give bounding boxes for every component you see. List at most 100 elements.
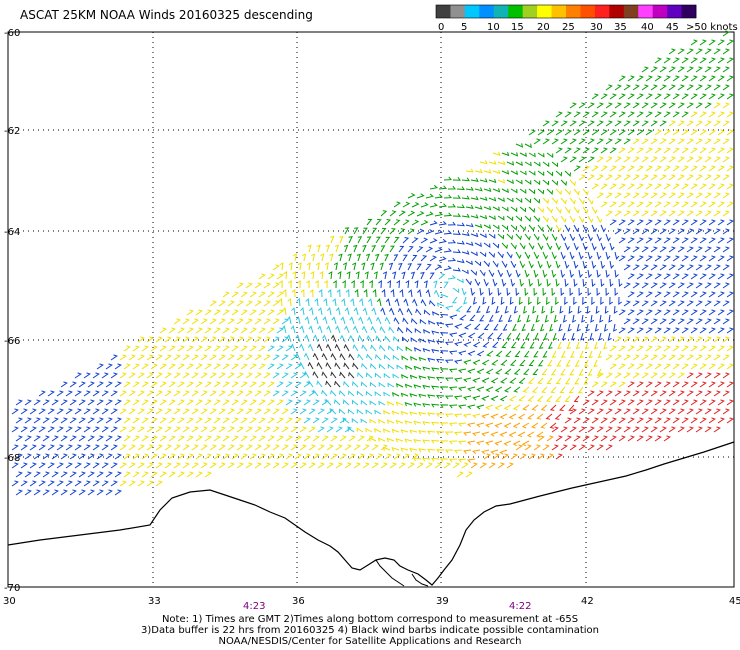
wind-barb bbox=[360, 280, 364, 289]
wind-barb bbox=[191, 390, 199, 397]
wind-barb bbox=[391, 410, 400, 415]
wind-barb bbox=[654, 57, 662, 64]
wind-barb bbox=[509, 377, 517, 384]
wind-barb bbox=[150, 417, 158, 424]
wind-barb bbox=[155, 444, 163, 451]
wind-barb bbox=[555, 395, 562, 402]
wind-barb bbox=[96, 399, 104, 406]
wind-barb bbox=[690, 291, 698, 298]
wind-barb bbox=[708, 255, 716, 262]
wind-barb bbox=[533, 161, 541, 167]
wind-barb bbox=[316, 343, 323, 352]
wind-barb bbox=[299, 426, 307, 433]
wind-barb bbox=[520, 341, 526, 349]
wind-barb bbox=[11, 462, 19, 469]
wind-barb bbox=[555, 435, 563, 442]
wind-barb bbox=[614, 251, 620, 260]
wind-barb bbox=[641, 84, 649, 91]
wind-barb bbox=[583, 377, 589, 385]
wind-barb bbox=[276, 273, 284, 280]
wind-barb bbox=[380, 307, 386, 316]
wind-barb bbox=[15, 471, 23, 478]
wind-barb bbox=[645, 111, 653, 118]
wind-barb bbox=[636, 183, 644, 190]
wind-barb bbox=[663, 309, 671, 316]
wind-barb bbox=[159, 471, 167, 478]
wind-barb bbox=[371, 227, 378, 235]
wind-barb bbox=[218, 426, 226, 433]
wind-barb bbox=[560, 215, 567, 223]
wind-barb bbox=[690, 273, 698, 280]
wind-barb bbox=[600, 381, 608, 388]
wind-barb bbox=[254, 282, 262, 289]
wind-barb bbox=[609, 417, 617, 424]
wind-barb bbox=[582, 242, 588, 251]
wind-barb bbox=[587, 269, 592, 278]
wind-barb bbox=[681, 111, 689, 118]
wind-barb bbox=[420, 237, 429, 244]
wind-barb bbox=[476, 350, 485, 357]
wind-barb bbox=[672, 111, 680, 118]
wind-barb bbox=[587, 444, 595, 451]
wind-barb bbox=[458, 386, 467, 391]
wind-barb bbox=[479, 269, 486, 277]
wind-barb bbox=[582, 111, 590, 118]
wind-barb bbox=[677, 408, 685, 415]
wind-barb bbox=[641, 426, 649, 433]
wind-barb bbox=[74, 462, 82, 469]
wind-barb bbox=[695, 102, 703, 109]
wind-barb bbox=[515, 444, 523, 451]
wind-barb bbox=[47, 408, 55, 415]
wind-barb bbox=[582, 278, 587, 288]
wind-barb bbox=[398, 262, 403, 271]
wind-barb bbox=[618, 345, 626, 352]
wind-barb bbox=[699, 57, 707, 64]
wind-barb bbox=[405, 365, 413, 370]
wind-barb bbox=[427, 376, 436, 381]
wind-barb bbox=[546, 377, 553, 385]
wind-barb bbox=[564, 435, 572, 442]
wind-barb bbox=[150, 435, 158, 442]
wind-barb bbox=[236, 300, 244, 307]
wind-barb bbox=[429, 299, 436, 307]
wind-barb bbox=[544, 314, 549, 323]
wind-barb bbox=[218, 444, 226, 451]
wind-barb bbox=[650, 174, 658, 181]
wind-barb bbox=[677, 102, 685, 109]
wind-barb bbox=[587, 174, 595, 181]
wind-barb bbox=[272, 462, 280, 469]
wind-barb bbox=[699, 327, 707, 334]
wind-barb bbox=[695, 336, 703, 343]
wind-barb bbox=[231, 435, 239, 442]
wind-barb bbox=[434, 264, 442, 271]
wind-barb bbox=[443, 194, 453, 199]
wind-barb bbox=[159, 327, 167, 334]
wind-barb bbox=[614, 390, 622, 397]
wind-barb bbox=[380, 462, 388, 469]
wind-barb bbox=[614, 372, 622, 379]
wind-barb bbox=[659, 228, 667, 235]
wind-barb bbox=[623, 102, 631, 109]
wind-barb bbox=[672, 309, 680, 316]
wind-barb bbox=[173, 390, 181, 397]
wind-barb bbox=[236, 444, 244, 451]
wind-barb bbox=[467, 422, 476, 428]
wind-barb bbox=[218, 390, 226, 397]
wind-barb bbox=[561, 332, 567, 341]
wind-barb bbox=[74, 390, 82, 397]
wind-barb bbox=[659, 192, 667, 199]
wind-barb bbox=[555, 111, 563, 118]
wind-barb bbox=[96, 453, 104, 460]
wind-barb bbox=[717, 183, 725, 190]
wind-barb bbox=[373, 271, 378, 280]
legend-label: 40 bbox=[641, 22, 654, 33]
wind-barb bbox=[704, 66, 712, 73]
wind-barb bbox=[334, 343, 341, 352]
wind-barb bbox=[281, 444, 289, 451]
wind-barb bbox=[708, 75, 716, 82]
wind-barb bbox=[231, 345, 239, 352]
wind-barb bbox=[497, 287, 502, 297]
wind-barb bbox=[533, 269, 539, 278]
wind-barb bbox=[308, 462, 316, 469]
wind-barb bbox=[218, 300, 226, 307]
